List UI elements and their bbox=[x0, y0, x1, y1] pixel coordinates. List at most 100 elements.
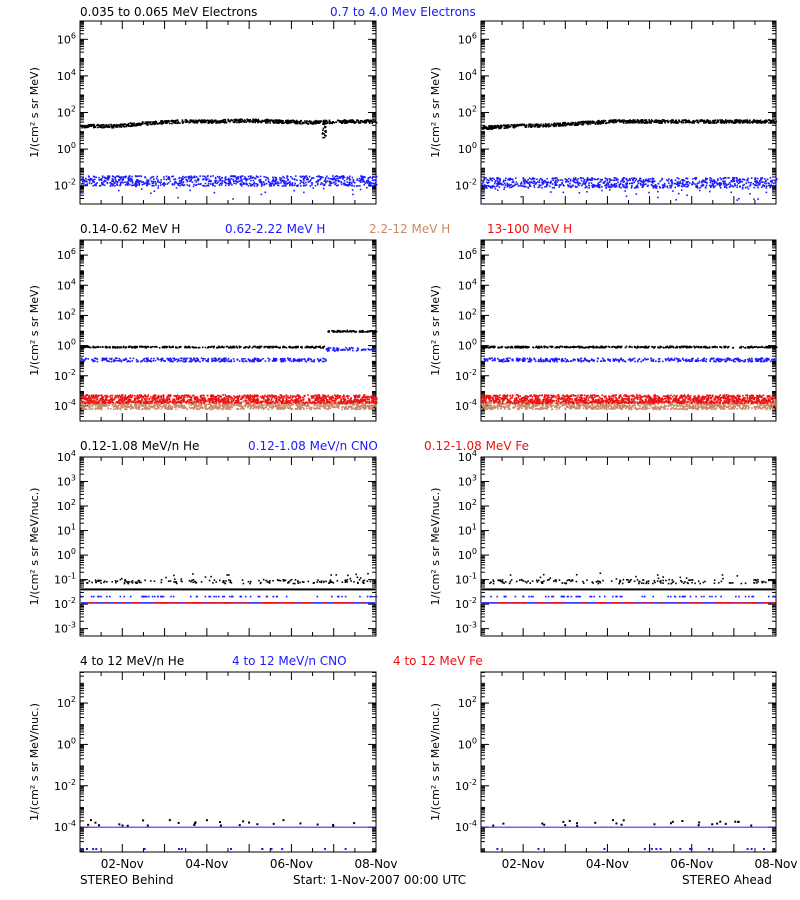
data-point bbox=[746, 179, 749, 181]
data-point bbox=[652, 185, 655, 188]
data-point bbox=[172, 175, 175, 178]
data-point bbox=[369, 121, 372, 123]
data-point bbox=[130, 184, 133, 187]
data-point bbox=[749, 181, 752, 184]
series-electrons-0 bbox=[80, 118, 378, 139]
data-point bbox=[574, 178, 576, 181]
data-point bbox=[615, 119, 617, 121]
data-point bbox=[602, 182, 605, 184]
data-point bbox=[235, 182, 237, 185]
data-point bbox=[764, 122, 766, 124]
data-point bbox=[764, 120, 767, 122]
data-point bbox=[358, 121, 360, 124]
data-point bbox=[719, 177, 722, 179]
data-point bbox=[496, 178, 499, 180]
data-point bbox=[270, 182, 273, 185]
data-point bbox=[637, 180, 639, 183]
data-point bbox=[668, 178, 670, 180]
data-point bbox=[110, 184, 112, 186]
data-point bbox=[574, 122, 577, 125]
data-point bbox=[319, 120, 322, 122]
data-point bbox=[540, 184, 542, 187]
data-point bbox=[694, 178, 697, 181]
data-point bbox=[771, 179, 774, 182]
data-point bbox=[517, 185, 520, 187]
data-point bbox=[342, 349, 344, 351]
data-point bbox=[115, 180, 117, 183]
data-point bbox=[754, 177, 756, 180]
data-point bbox=[326, 175, 328, 178]
data-point bbox=[322, 129, 324, 132]
data-point bbox=[583, 179, 586, 182]
data-point bbox=[291, 184, 294, 187]
data-point bbox=[274, 176, 276, 179]
data-point bbox=[595, 121, 598, 124]
data-point bbox=[493, 185, 496, 188]
data-point bbox=[167, 178, 170, 180]
data-point bbox=[694, 177, 696, 180]
data-point bbox=[753, 198, 755, 201]
data-point bbox=[202, 178, 205, 181]
data-point bbox=[617, 178, 619, 181]
data-point bbox=[82, 125, 85, 127]
data-point bbox=[114, 178, 117, 181]
data-point bbox=[149, 177, 152, 180]
data-point bbox=[623, 184, 625, 187]
data-point bbox=[610, 119, 613, 122]
data-point bbox=[543, 125, 545, 127]
data-point bbox=[738, 121, 740, 124]
data-point bbox=[87, 178, 90, 181]
data-point bbox=[530, 123, 532, 126]
data-point bbox=[765, 121, 767, 123]
data-point bbox=[86, 345, 89, 348]
data-point bbox=[520, 196, 523, 198]
data-point bbox=[677, 185, 679, 187]
data-point bbox=[150, 360, 153, 363]
data-point bbox=[124, 347, 127, 349]
data-point bbox=[278, 119, 280, 122]
data-point bbox=[248, 359, 251, 362]
data-point bbox=[372, 121, 375, 123]
data-point bbox=[220, 120, 222, 122]
data-point bbox=[695, 177, 697, 179]
data-point bbox=[523, 181, 525, 183]
data-point bbox=[241, 181, 243, 183]
data-point bbox=[593, 121, 595, 123]
data-point bbox=[311, 360, 314, 363]
data-point bbox=[488, 181, 490, 184]
data-point bbox=[83, 183, 85, 185]
data-point bbox=[574, 181, 576, 184]
data-point bbox=[304, 184, 306, 187]
data-point bbox=[704, 181, 707, 184]
data-point bbox=[325, 119, 327, 122]
data-point bbox=[657, 190, 659, 193]
data-point bbox=[770, 181, 773, 183]
data-point bbox=[739, 180, 741, 182]
data-point bbox=[325, 360, 327, 362]
data-point bbox=[244, 360, 247, 362]
data-point bbox=[736, 121, 739, 123]
data-point bbox=[722, 121, 724, 124]
data-point bbox=[315, 121, 318, 124]
data-point bbox=[144, 345, 147, 348]
data-point bbox=[515, 181, 518, 183]
data-point bbox=[492, 127, 495, 129]
data-point bbox=[344, 330, 347, 333]
data-point bbox=[177, 358, 180, 360]
data-point bbox=[116, 346, 119, 348]
data-point bbox=[233, 120, 236, 123]
data-point bbox=[538, 181, 541, 184]
data-point bbox=[294, 175, 297, 177]
data-point bbox=[700, 185, 703, 188]
data-point bbox=[352, 181, 355, 183]
data-point bbox=[98, 179, 100, 181]
data-point bbox=[101, 182, 103, 185]
data-point bbox=[496, 189, 499, 192]
data-point bbox=[513, 184, 515, 187]
data-point bbox=[631, 182, 634, 185]
data-point bbox=[225, 178, 228, 181]
data-point bbox=[164, 360, 166, 362]
data-point bbox=[331, 178, 334, 181]
data-point bbox=[234, 118, 237, 121]
data-point bbox=[651, 180, 654, 183]
